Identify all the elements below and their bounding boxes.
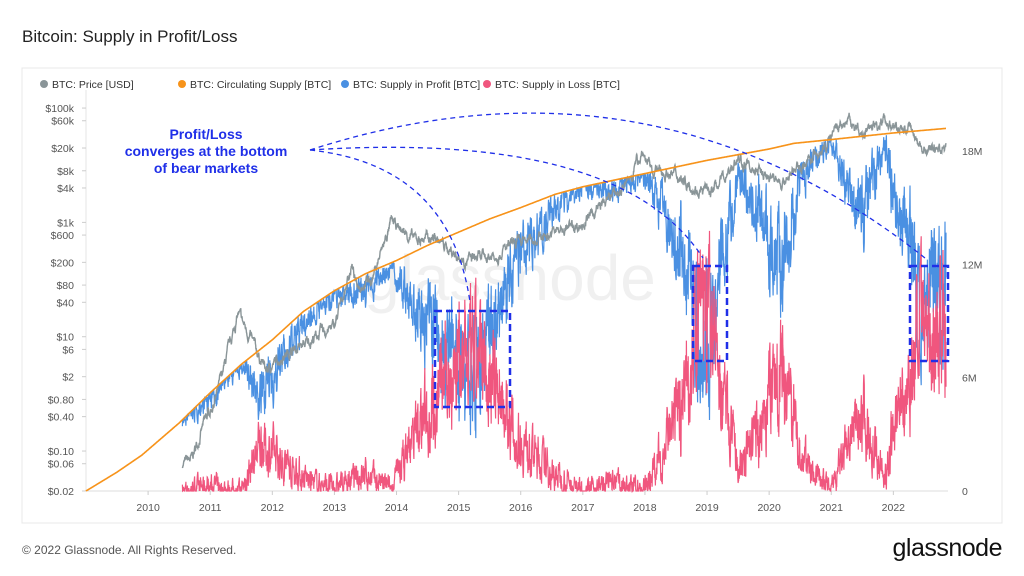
page-title: Bitcoin: Supply in Profit/Loss [22, 27, 238, 46]
glassnode-logo: glassnode [892, 534, 1003, 562]
y-right-tick-label: 6M [962, 373, 977, 385]
y-right-tick-label: 18M [962, 146, 982, 158]
x-tick-label: 2021 [820, 502, 844, 514]
legend-marker [178, 80, 186, 88]
legend-marker [341, 80, 349, 88]
x-tick-label: 2010 [136, 502, 160, 514]
y-left-tick-label: $0.02 [48, 486, 74, 498]
x-tick-label: 2011 [199, 502, 222, 514]
x-tick-label: 2018 [633, 502, 657, 514]
legend-label: BTC: Circulating Supply [BTC] [190, 79, 331, 91]
x-tick-label: 2015 [447, 502, 471, 514]
y-left-tick-label: $1k [57, 217, 75, 229]
x-tick-label: 2022 [882, 502, 906, 514]
price-line [181, 112, 947, 469]
y-left-tick-label: $2 [62, 372, 74, 384]
legend-marker [40, 80, 48, 88]
y-left-tick-label: $60k [51, 116, 75, 128]
y-left-tick-label: $40 [56, 297, 74, 309]
supply-in-loss-line [181, 230, 947, 493]
y-left-tick-label: $600 [51, 230, 75, 242]
annotation-arrow [309, 146, 704, 259]
x-tick-label: 2020 [757, 502, 781, 514]
annotation-text: converges at the bottom [125, 143, 288, 159]
x-tick-label: 2013 [323, 502, 347, 514]
legend-label: BTC: Price [USD] [52, 79, 134, 91]
x-tick-label: 2017 [571, 502, 595, 514]
x-tick-label: 2012 [261, 502, 285, 514]
copyright: © 2022 Glassnode. All Rights Reserved. [22, 543, 237, 557]
x-tick-label: 2016 [509, 502, 533, 514]
annotation-arrow [309, 149, 471, 303]
y-left-tick-label: $0.40 [48, 412, 74, 424]
supply-in-profit-line [181, 135, 947, 439]
chart-frame [21, 67, 1003, 524]
legend-label: BTC: Supply in Loss [BTC] [495, 79, 620, 91]
y-left-tick-label: $100k [45, 103, 74, 115]
y-right-tick-label: 12M [962, 259, 982, 271]
y-left-tick-label: $6 [62, 344, 74, 356]
y-left-tick-label: $0.80 [48, 394, 74, 406]
annotation-text: Profit/Loss [169, 126, 242, 142]
circulating-supply-line [85, 127, 946, 492]
highlight-box-2015 [433, 309, 512, 409]
y-left-tick-label: $8k [57, 166, 75, 178]
highlight-box-2019 [691, 264, 729, 363]
y-left-tick-label: $80 [56, 280, 74, 292]
x-tick-label: 2014 [385, 502, 409, 514]
y-left-tick-label: $0.10 [48, 446, 74, 458]
y-left-tick-label: $200 [51, 257, 75, 269]
y-right-tick-label: 0 [962, 486, 968, 498]
x-tick-label: 2019 [695, 502, 719, 514]
y-left-tick-label: $4k [57, 183, 75, 195]
y-left-tick-label: $0.06 [48, 459, 74, 471]
y-left-tick-label: $20k [51, 143, 75, 155]
annotation-arrow [309, 112, 926, 259]
y-left-tick-label: $10 [56, 332, 74, 344]
legend-marker [483, 80, 491, 88]
annotation-text: of bear markets [154, 160, 258, 176]
legend-label: BTC: Supply in Profit [BTC] [353, 79, 480, 91]
